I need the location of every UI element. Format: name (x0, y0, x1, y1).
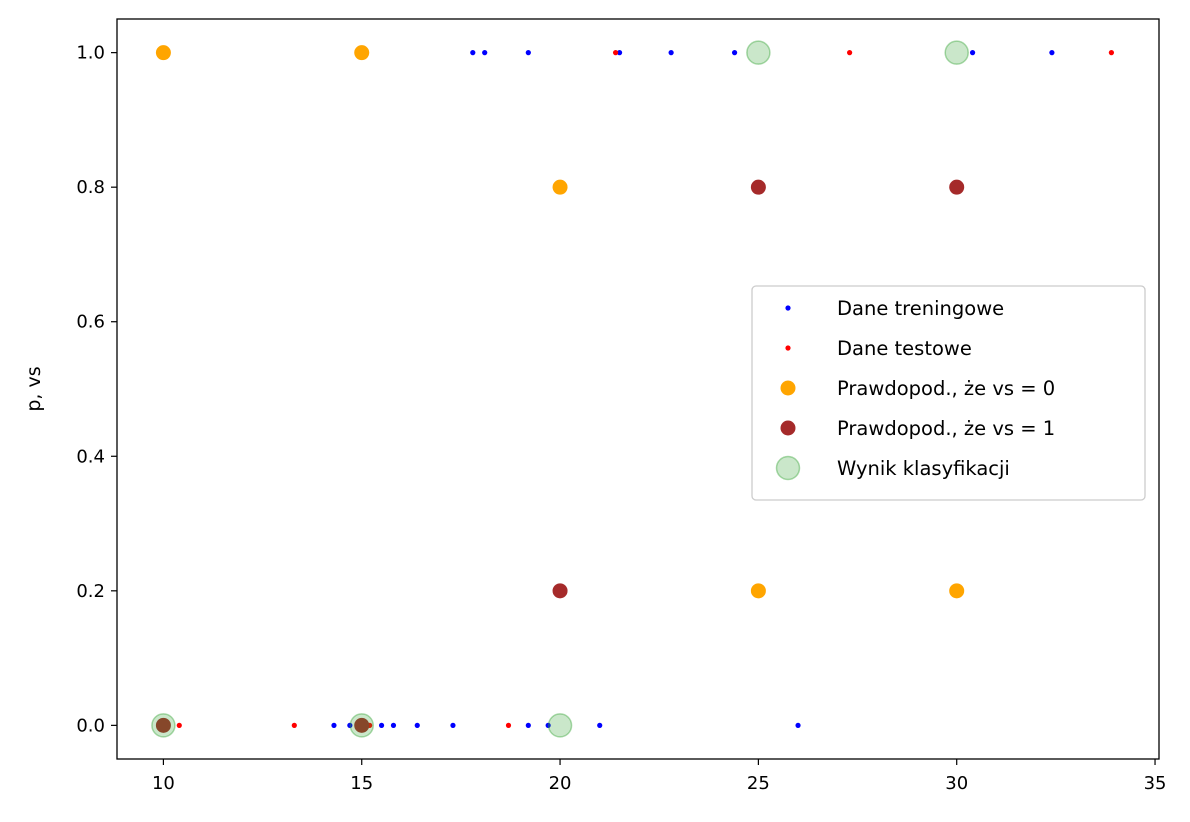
data-point-series-0-6 (969, 50, 976, 56)
legend-marker-1 (785, 345, 791, 351)
data-point-series-0-1 (482, 50, 488, 56)
x-tick-label-1: 15 (350, 773, 373, 794)
x-tick-label-5: 35 (1144, 773, 1167, 794)
x-tick-label-2: 20 (549, 773, 572, 794)
legend-label-2: Prawdopod., że vs = 0 (837, 377, 1055, 400)
legend-marker-2 (780, 380, 796, 396)
y-axis: 0.0 0.2 0.4 0.6 0.8 1.0 (76, 43, 117, 736)
data-point-series-3-3 (750, 179, 766, 195)
data-point-series-3-0 (155, 717, 171, 733)
data-point-series-1-1 (847, 50, 853, 56)
data-point-series-0-13 (450, 722, 456, 728)
data-point-series-3-1 (354, 717, 370, 733)
data-point-series-4-0 (151, 713, 176, 738)
data-point-series-2-0 (155, 45, 171, 61)
legend-marker-0 (785, 305, 791, 311)
data-point-series-0-3 (616, 50, 623, 56)
data-point-series-0-11 (390, 722, 397, 728)
data-point-series-2-1 (354, 45, 370, 61)
y-tick-label-2: 0.4 (76, 446, 105, 467)
legend-marker-4 (775, 455, 801, 481)
data-point-series-3-4 (949, 179, 965, 195)
legend-label-3: Prawdopod., że vs = 1 (837, 417, 1055, 440)
data-point-series-1-0 (612, 50, 619, 56)
data-point-series-0-15 (545, 722, 551, 728)
data-point-series-0-8 (331, 722, 337, 728)
marks-layer (151, 40, 1115, 738)
data-point-series-0-4 (668, 50, 674, 56)
y-axis-label: p, vs (23, 366, 45, 411)
data-point-series-2-4 (949, 583, 965, 599)
plot-frame (116, 18, 1160, 760)
data-point-series-4-2 (547, 713, 573, 738)
legend-box (751, 285, 1146, 501)
x-axis: 10 15 20 25 30 35 (152, 759, 1167, 794)
data-point-series-2-3 (750, 583, 766, 599)
data-point-series-4-1 (349, 713, 374, 738)
data-point-series-3-2 (552, 583, 568, 599)
data-point-series-1-6 (505, 722, 512, 728)
y-tick-label-3: 0.6 (76, 312, 105, 333)
data-point-series-0-12 (414, 722, 420, 728)
data-point-series-2-2 (552, 179, 568, 195)
x-tick-label-4: 30 (945, 773, 968, 794)
legend: Dane treningowe Dane testowe Prawdopod., ż… (751, 285, 1146, 501)
y-tick-label-0: 0.0 (76, 715, 105, 736)
y-tick-label-4: 0.8 (76, 177, 105, 198)
y-tick-label-1: 0.2 (76, 581, 105, 602)
data-point-series-1-2 (1108, 50, 1115, 56)
data-point-series-0-5 (731, 50, 738, 56)
data-point-series-1-4 (291, 722, 297, 728)
data-point-series-1-3 (176, 722, 182, 728)
data-point-series-0-14 (525, 722, 531, 728)
data-point-series-0-16 (597, 722, 603, 728)
data-point-series-4-3 (746, 40, 771, 65)
data-point-series-0-7 (1049, 50, 1055, 56)
data-point-series-0-9 (347, 722, 353, 728)
legend-label-0: Dane treningowe (837, 297, 1004, 320)
legend-marker-3 (780, 420, 796, 436)
data-point-series-0-10 (378, 722, 385, 728)
x-tick-label-0: 10 (152, 773, 175, 794)
data-point-series-4-4 (944, 40, 969, 65)
data-point-series-0-2 (525, 50, 531, 56)
x-tick-label-3: 25 (747, 773, 770, 794)
data-point-series-0-0 (470, 50, 476, 56)
legend-label-1: Dane testowe (837, 337, 972, 360)
data-point-series-0-17 (795, 722, 801, 728)
legend-label-4: Wynik klasyfikacji (837, 457, 1010, 480)
y-tick-label-5: 1.0 (76, 43, 105, 64)
